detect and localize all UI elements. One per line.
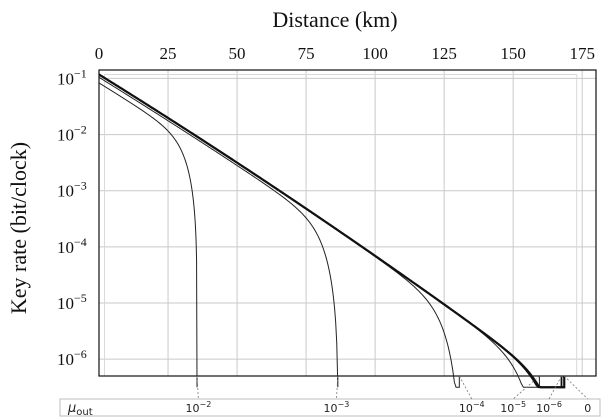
- x-tick-label: 100: [362, 44, 388, 63]
- grid-inner-box: [104, 73, 578, 377]
- x-tick-label: 150: [500, 44, 526, 63]
- series-line-1: [98, 82, 198, 388]
- strip-label: μout: [67, 401, 93, 418]
- x-tick-label: 125: [431, 44, 457, 63]
- series-line-2: [98, 76, 339, 388]
- x-tick-label: 75: [298, 44, 315, 63]
- series-label-6: 0: [584, 402, 591, 415]
- mu-out-strip: μout 10−2 10−3 10−4 10−5 10−6 0: [59, 375, 601, 418]
- y-tick-label: 10−3: [57, 179, 87, 201]
- y-tick-label: 10−1: [57, 66, 87, 88]
- x-ticks: 0 25 50 75 100 125 150 175: [95, 44, 595, 63]
- series-line-6: [98, 73, 566, 389]
- series-group: [98, 73, 566, 389]
- strip-box: [59, 398, 601, 417]
- y-ticks: 10−1 10−2 10−3 10−4 10−5 10−6: [57, 66, 87, 369]
- series-label-5: 10−6: [536, 400, 562, 415]
- series-label-2: 10−3: [324, 400, 350, 415]
- series-label-3: 10−4: [459, 400, 485, 415]
- x-tick-label: 50: [229, 44, 246, 63]
- y-tick-label: 10−6: [57, 347, 87, 369]
- series-leader-4: [512, 375, 540, 400]
- y-axis-title: Key rate (bit/clock): [6, 142, 31, 314]
- plot-border: [98, 69, 597, 377]
- y-tick-label: 10−4: [57, 235, 87, 257]
- series-leader-5: [548, 375, 562, 400]
- series-leader-6: [563, 375, 588, 400]
- grid: [98, 70, 596, 377]
- x-tick-label: 0: [95, 44, 104, 63]
- series-line-4: [98, 74, 540, 388]
- x-tick-label: 175: [569, 44, 595, 63]
- x-tick-label: 25: [160, 44, 177, 63]
- x-axis-title: Distance (km): [272, 7, 397, 32]
- y-tick-label: 10−5: [57, 291, 87, 313]
- series-label-1: 10−2: [186, 400, 212, 415]
- series-line-3: [98, 74, 460, 388]
- series-leader-3: [458, 375, 473, 400]
- plot-frame: [98, 69, 597, 377]
- y-tick-label: 10−2: [57, 123, 87, 145]
- series-label-4: 10−5: [500, 400, 526, 415]
